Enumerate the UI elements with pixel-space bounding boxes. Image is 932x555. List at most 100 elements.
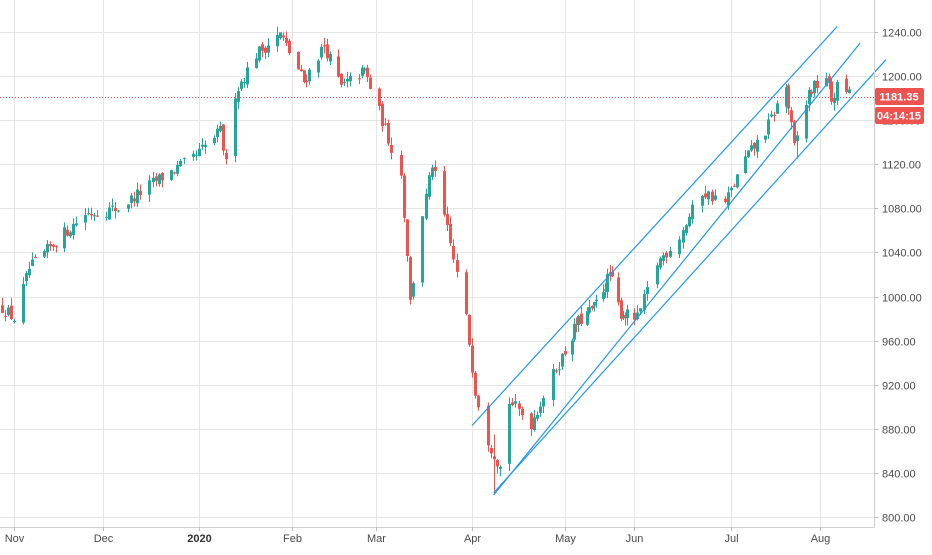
candle-body-down xyxy=(845,78,848,93)
candle-body-down xyxy=(390,144,393,153)
time-tick-label: Jul xyxy=(724,533,738,545)
channel-line-2[interactable] xyxy=(493,42,861,496)
candle-body-up xyxy=(204,144,207,148)
candle-body-down xyxy=(403,175,406,218)
candle-body-up xyxy=(571,340,574,355)
candle-body-down xyxy=(288,40,291,54)
candle-body-down xyxy=(297,51,300,70)
candle-body-down xyxy=(300,69,303,72)
candle-body-up xyxy=(688,216,691,227)
candle-body-down xyxy=(487,405,490,446)
candle-body-up xyxy=(707,191,710,200)
candle-body-up xyxy=(539,406,542,413)
candle-body-down xyxy=(828,76,831,83)
price-tick-label: 840.00 xyxy=(882,469,916,481)
candle-body-up xyxy=(75,223,78,226)
candle-body-up xyxy=(602,292,605,300)
candle-body-up xyxy=(130,195,133,203)
candle-body-down xyxy=(665,252,668,258)
price-tick-label: 1040.00 xyxy=(882,248,922,260)
candle-body-up xyxy=(848,89,851,93)
time-axis[interactable]: Nov Dec 2020 Feb Mar Apr May Jun Jul Aug xyxy=(5,527,831,545)
candle-body-up xyxy=(770,114,773,117)
candle-body-up xyxy=(240,81,243,89)
candle-body-up xyxy=(346,78,349,82)
candle-body-up xyxy=(514,401,517,404)
candle-body-up xyxy=(813,80,816,94)
candle-body-up xyxy=(727,192,730,206)
candle-body-down xyxy=(733,185,736,187)
candle-body-up xyxy=(730,187,733,191)
candle-body-up xyxy=(764,135,767,140)
candle-body-up xyxy=(237,91,240,102)
candle-body-down xyxy=(173,172,176,174)
candle-body-up xyxy=(127,204,130,209)
candle-body-down xyxy=(96,215,99,217)
candle-body-down xyxy=(225,152,228,160)
candle-body-up xyxy=(198,148,201,156)
candle-body-up xyxy=(508,403,511,464)
candle-body-down xyxy=(155,176,158,181)
candle-body-up xyxy=(736,174,739,188)
candle-body-up xyxy=(349,75,352,82)
candle-body-up xyxy=(343,81,346,83)
candle-body-up xyxy=(195,154,198,156)
candle-body-down xyxy=(490,448,493,454)
candle-body-up xyxy=(108,207,111,220)
candle-body-down xyxy=(305,80,308,82)
channel-layer xyxy=(471,26,887,496)
current-price-label-bg xyxy=(875,88,924,105)
candle-body-up xyxy=(317,60,320,73)
candle-body-down xyxy=(161,172,164,181)
candle-body-up xyxy=(179,161,182,167)
current-price-tag: 1181.35 04:14:15 xyxy=(875,88,924,124)
countdown-label-bg xyxy=(875,107,924,124)
candle-body-down xyxy=(471,345,474,373)
time-tick-label: Apr xyxy=(464,533,481,545)
grid-layer xyxy=(0,0,874,527)
candle-body-up xyxy=(552,369,555,401)
candle-body-down xyxy=(282,35,285,38)
candle-body-up xyxy=(170,170,173,180)
channel-line-3[interactable] xyxy=(493,59,887,494)
candle-body-down xyxy=(711,191,714,202)
candles-layer xyxy=(1,26,851,495)
candle-body-up xyxy=(7,307,10,315)
candle-body-down xyxy=(222,124,225,151)
candle-body-down xyxy=(611,271,614,277)
candle-body-up xyxy=(258,46,261,61)
candle-body-up xyxy=(808,89,811,105)
candle-body-down xyxy=(34,256,37,258)
candle-body-up xyxy=(744,156,747,173)
candle-body-down xyxy=(326,44,329,59)
candle-body-up xyxy=(646,287,649,295)
candle-body-down xyxy=(518,403,521,409)
candle-body-up xyxy=(836,81,839,101)
candle-body-up xyxy=(805,104,808,139)
candle-body-up xyxy=(69,232,72,237)
candle-body-up xyxy=(796,135,799,142)
channel-line-1[interactable] xyxy=(471,26,838,426)
candle-body-down xyxy=(624,315,627,319)
candle-body-down xyxy=(90,213,93,216)
candle-body-up xyxy=(219,126,222,131)
candle-body-down xyxy=(468,314,471,345)
price-tick-label: 800.00 xyxy=(882,513,916,525)
candle-body-down xyxy=(493,456,496,460)
candle-body-down xyxy=(303,70,306,83)
candle-body-up xyxy=(682,230,685,243)
candle-body-down xyxy=(564,351,567,355)
candle-body-up xyxy=(604,289,607,291)
candle-body-down xyxy=(617,277,620,303)
candle-body-up xyxy=(626,309,629,319)
candle-body-down xyxy=(446,214,449,225)
price-tick-label: 1000.00 xyxy=(882,293,922,305)
candle-body-up xyxy=(201,144,204,147)
candle-body-down xyxy=(443,171,446,215)
candle-body-down xyxy=(633,312,636,320)
candle-body-down xyxy=(400,155,403,176)
candle-body-down xyxy=(591,306,594,309)
candle-body-up xyxy=(593,302,596,306)
